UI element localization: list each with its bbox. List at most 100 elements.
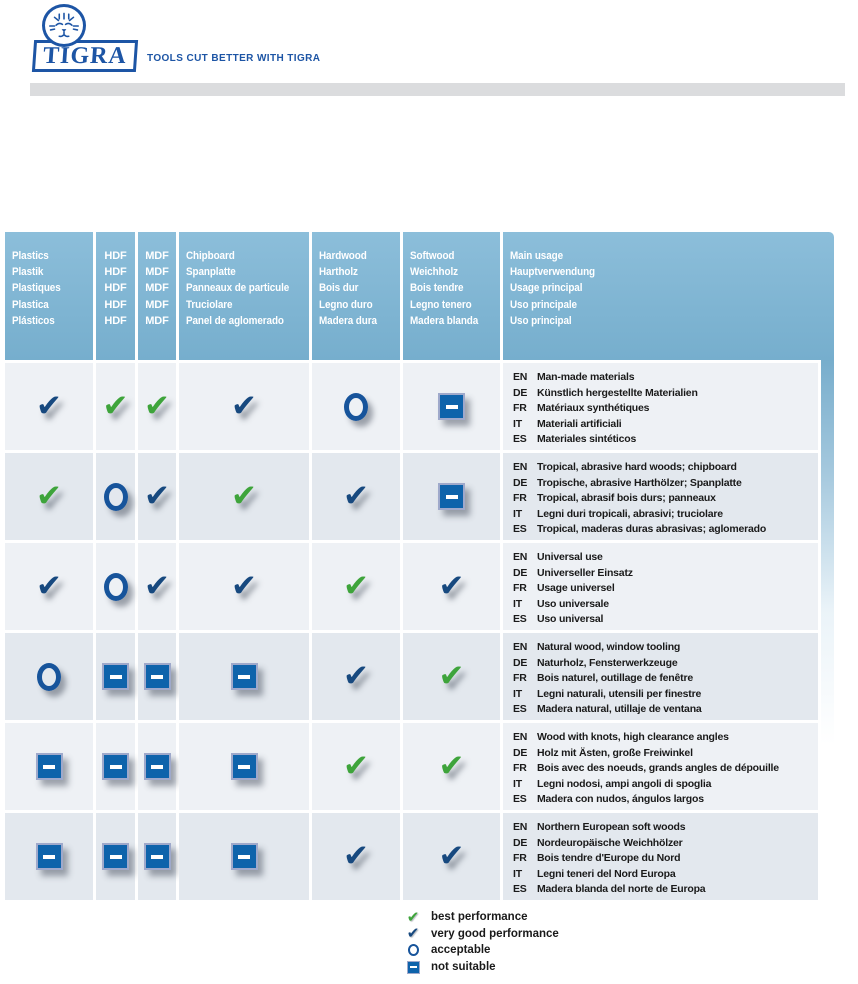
usage-text: Tropical, abrasif bois durs; panneaux bbox=[537, 492, 716, 505]
table-right-strip-fade bbox=[821, 360, 834, 745]
usage-text: Bois avec des noeuds, grands angles de d… bbox=[537, 762, 779, 775]
very-good-icon: ✔ bbox=[343, 658, 369, 694]
rating-cell-softwood: ✔ bbox=[403, 723, 500, 810]
usage-text: Nordeuropäische Weichhölzer bbox=[537, 836, 683, 849]
best-icon: ✔ bbox=[231, 478, 257, 514]
language-code: ES bbox=[513, 703, 527, 716]
not-suitable-icon bbox=[102, 843, 129, 870]
language-code: FR bbox=[513, 672, 527, 685]
not-suitable-icon bbox=[143, 753, 171, 780]
usage-text: Universeller Einsatz bbox=[537, 566, 633, 579]
column-header-softwood: Softwood Weichholz Bois tendre Legno tenero… bbox=[403, 232, 500, 360]
not-suitable-icon bbox=[143, 843, 171, 870]
usage-text: Bois naturel, outillage de fenêtre bbox=[537, 672, 693, 685]
not-suitable-icon bbox=[143, 663, 171, 690]
minus-bar bbox=[445, 494, 458, 499]
usage-cell: EN Northern European soft woods DE Nordeuro… bbox=[503, 813, 818, 900]
legend-label: very good performance bbox=[431, 927, 559, 940]
minus-bar bbox=[238, 854, 250, 859]
usage-line: IT Uso universale bbox=[513, 597, 818, 613]
very-good-icon: ✔ bbox=[36, 388, 62, 424]
usage-line: IT Materiali artificiali bbox=[513, 417, 818, 433]
very-good-icon: ✔ bbox=[231, 568, 257, 604]
column-header-line: Plastiques bbox=[12, 282, 61, 295]
language-code: DE bbox=[513, 566, 528, 579]
language-code: FR bbox=[513, 402, 527, 415]
usage-text: Madera natural, utillaje de ventana bbox=[537, 703, 702, 716]
language-code: DE bbox=[513, 656, 528, 669]
usage-line: EN Wood with knots, high clearance angles bbox=[513, 730, 818, 746]
very-good-icon: ✔ bbox=[231, 388, 257, 424]
legend-label: not suitable bbox=[431, 961, 496, 974]
rating-cell-softwood bbox=[403, 363, 500, 450]
rating-cell-hardwood: ✔ bbox=[312, 723, 400, 810]
column-header-hdf: HDF HDF HDF HDF HDF bbox=[96, 232, 135, 360]
language-code: DE bbox=[513, 836, 528, 849]
usage-text: Madera blanda del norte de Europa bbox=[537, 883, 706, 896]
usage-line: ES Madera natural, utillaje de ventana bbox=[513, 702, 818, 718]
usage-line: DE Tropische, abrasive Harthölzer; Spanpl… bbox=[513, 476, 818, 492]
usage-line: IT Legni duri tropicali, abrasivi; trucio… bbox=[513, 507, 818, 523]
rating-cell-chipboard bbox=[179, 813, 309, 900]
best-icon: ✔ bbox=[438, 658, 465, 694]
language-code: DE bbox=[513, 386, 528, 399]
column-header-line: Softwood bbox=[410, 250, 455, 262]
rating-cell-mdf bbox=[138, 813, 176, 900]
rating-cell-mdf bbox=[138, 723, 176, 810]
usage-text: Universal use bbox=[537, 551, 603, 563]
language-code: EN bbox=[513, 461, 528, 473]
column-header-line: MDF bbox=[145, 250, 169, 262]
rating-cell-hdf: ✔ bbox=[96, 363, 135, 450]
minus-bar bbox=[151, 854, 163, 859]
legend-item-not-suitable: not suitable bbox=[402, 959, 559, 976]
usage-line: FR Tropical, abrasif bois durs; panneaux bbox=[513, 491, 818, 507]
very-good-icon: ✔ bbox=[343, 478, 369, 514]
usage-text: Matériaux synthétiques bbox=[537, 402, 650, 415]
usage-text: Holz mit Ästen, große Freiwinkel bbox=[537, 746, 693, 759]
rating-cell-hdf bbox=[96, 633, 135, 720]
usage-text: Madera con nudos, ángulos largos bbox=[537, 793, 704, 806]
usage-line: FR Usage universel bbox=[513, 581, 818, 597]
not-suitable-icon bbox=[438, 393, 465, 420]
table-right-strip-header bbox=[818, 232, 834, 360]
usage-line: DE Künstlich hergestellte Materialien bbox=[513, 386, 818, 402]
rating-cell-hardwood: ✔ bbox=[312, 813, 400, 900]
very-good-icon: ✔ bbox=[438, 838, 465, 874]
column-header-line: Uso principale bbox=[510, 298, 577, 311]
column-header-line: HDF bbox=[104, 314, 127, 327]
language-code: FR bbox=[513, 762, 527, 775]
usage-line: FR Bois tendre d'Europe du Nord bbox=[513, 851, 818, 867]
usage-line: EN Natural wood, window tooling bbox=[513, 640, 818, 656]
column-header-line: Hartholz bbox=[319, 266, 358, 279]
usage-line: EN Northern European soft woods bbox=[513, 820, 818, 836]
not-suitable-icon bbox=[35, 843, 63, 870]
minus-bar bbox=[109, 764, 122, 769]
not-suitable-icon bbox=[35, 753, 63, 780]
rating-cell-hdf bbox=[96, 543, 135, 630]
not-suitable-icon bbox=[230, 753, 258, 780]
minus-bar bbox=[151, 764, 163, 769]
rating-cell-hardwood bbox=[312, 363, 400, 450]
very-good-icon: ✔ bbox=[343, 838, 369, 874]
rating-legend: ✔ best performance ✔ very good performance a… bbox=[402, 909, 559, 975]
usage-cell: EN Man-made materials DE Künstlich hergeste… bbox=[503, 363, 818, 450]
usage-line: ES Madera con nudos, ángulos largos bbox=[513, 792, 818, 808]
column-header-line: Plastics bbox=[12, 250, 49, 262]
rating-cell-chipboard: ✔ bbox=[179, 543, 309, 630]
usage-line: ES Tropical, maderas duras abrasivas; agl… bbox=[513, 522, 818, 538]
usage-line: EN Man-made materials bbox=[513, 370, 818, 386]
column-header-line: Hardwood bbox=[319, 250, 367, 262]
usage-line: IT Legni teneri del Nord Europa bbox=[513, 867, 818, 883]
usage-line: IT Legni naturali, utensili per finestre bbox=[513, 687, 818, 703]
not-suitable-icon bbox=[230, 663, 258, 690]
acceptable-icon bbox=[344, 392, 368, 421]
usage-cell: EN Wood with knots, high clearance angles… bbox=[503, 723, 818, 810]
usage-line: DE Holz mit Ästen, große Freiwinkel bbox=[513, 746, 818, 762]
column-header-line: Panneaux de particule bbox=[186, 282, 290, 295]
column-header-line: Plastica bbox=[12, 298, 49, 311]
usage-text: Usage universel bbox=[537, 582, 615, 595]
column-header-line: MDF bbox=[145, 282, 169, 295]
rating-cell-mdf bbox=[138, 633, 176, 720]
language-code: FR bbox=[513, 852, 527, 865]
column-header-line: Plásticos bbox=[12, 314, 55, 327]
